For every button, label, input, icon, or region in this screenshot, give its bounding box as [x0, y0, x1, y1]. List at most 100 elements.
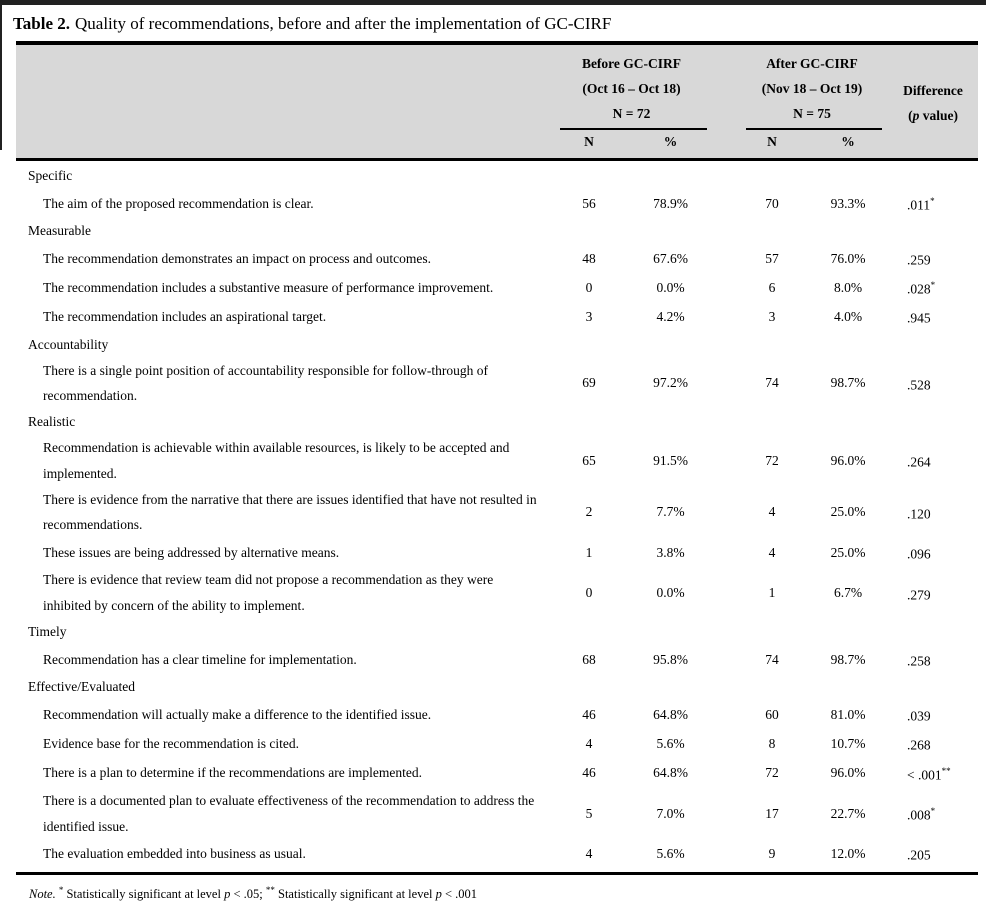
before-n-value: 4 [585, 735, 593, 751]
header-gap [713, 51, 736, 154]
before-group-title: Before GC-CIRF [581, 56, 682, 71]
p-value: < .001** [907, 765, 951, 783]
p-value: .528 [907, 377, 931, 393]
p-value: .120 [907, 506, 931, 522]
before-n-value: 0 [585, 279, 593, 295]
before-pct-value: 7.0% [656, 805, 685, 821]
row-label: The evaluation embedded into business as… [43, 846, 306, 862]
window-edge-top [0, 0, 986, 5]
row-label: There is a documented plan to evaluate e… [43, 792, 535, 834]
table-caption-text: Quality of recommendations, before and a… [75, 14, 612, 33]
section-row: Timely [16, 619, 978, 645]
after-group-n: N = 75 [793, 106, 831, 121]
before-group-rule [560, 128, 707, 130]
before-n-value: 65 [582, 452, 596, 468]
after-n-value: 74 [765, 375, 779, 391]
table-row: The recommendation demonstrates an impac… [16, 244, 978, 273]
p-value: .028* [907, 280, 936, 297]
table-row: There is evidence that review team did n… [16, 567, 978, 619]
before-pct-value: 64.8% [653, 706, 688, 722]
after-n-value: 72 [765, 765, 779, 781]
before-pct-value: 0.0% [656, 279, 685, 295]
after-n-value: 9 [768, 846, 776, 862]
before-n-value: 1 [585, 544, 593, 560]
after-n-value: 70 [765, 195, 779, 211]
row-label: There is evidence from the narrative tha… [43, 491, 537, 533]
after-col-pct: % [841, 134, 855, 149]
section-label: Accountability [28, 336, 109, 352]
table-row: There is a single point position of acco… [16, 358, 978, 410]
before-pct-value: 5.6% [656, 735, 685, 751]
before-col-n: N [584, 134, 594, 149]
after-n-value: 60 [765, 706, 779, 722]
p-value: .259 [907, 252, 931, 268]
before-n-value: 4 [585, 846, 593, 862]
row-label: Evidence base for the recommendation is … [43, 735, 300, 751]
results-table: Before GC-CIRF (Oct 16 – Oct 18) N = 72 … [16, 41, 978, 875]
table-footnote: Note. * Statistically significant at lev… [29, 884, 478, 901]
before-pct-value: 4.2% [656, 309, 685, 325]
difference-title: Difference [903, 82, 963, 98]
after-n-value: 57 [765, 250, 779, 266]
after-col-n: N [767, 134, 777, 149]
before-pct-value: 67.6% [653, 250, 688, 266]
before-pct-value: 7.7% [656, 504, 685, 520]
section-label: Effective/Evaluated [28, 679, 135, 695]
section-label: Measurable [28, 223, 91, 239]
after-n-value: 4 [768, 544, 776, 560]
section-row: Realistic [16, 409, 978, 435]
section-label: Timely [28, 624, 67, 640]
table-row: Recommendation is achievable within avai… [16, 435, 978, 487]
after-pct-value: 12.0% [830, 846, 866, 862]
before-group-dates: (Oct 16 – Oct 18) [582, 81, 681, 96]
before-subheader: N % [550, 130, 713, 154]
after-subheader: N % [736, 130, 888, 154]
table-row: There is a documented plan to evaluate e… [16, 788, 978, 840]
table-body: Specific The aim of the proposed recomme… [16, 161, 978, 875]
table-row: There is a plan to determine if the reco… [16, 759, 978, 788]
after-pct-value: 81.0% [830, 706, 866, 722]
table-number: Table 2. [13, 14, 71, 33]
after-pct-value: 10.7% [830, 735, 866, 751]
before-pct-value: 95.8% [653, 651, 688, 667]
significance-marker: * [930, 805, 936, 816]
p-value: .945 [907, 310, 931, 326]
after-group-title: After GC-CIRF [766, 56, 858, 71]
after-pct-value: 4.0% [833, 309, 863, 325]
before-pct-value: 0.0% [656, 585, 685, 601]
p-value: .279 [907, 587, 931, 603]
difference-subtitle: (p value) [908, 107, 958, 123]
after-n-value: 17 [765, 805, 779, 821]
note-label: Note. [29, 886, 56, 901]
significance-marker: ** [265, 884, 275, 895]
significance-marker: * [930, 195, 935, 206]
after-n-value: 74 [765, 651, 779, 667]
after-n-value: 4 [768, 504, 776, 520]
row-label: The aim of the proposed recommendation i… [43, 195, 314, 211]
before-n-value: 46 [582, 765, 596, 781]
p-value: .258 [907, 653, 931, 669]
section-row: Measurable [16, 218, 978, 244]
after-pct-value: 22.7% [830, 805, 866, 821]
after-group-rule [746, 128, 882, 130]
before-pct-value: 3.8% [656, 544, 685, 560]
table-row: There is evidence from the narrative tha… [16, 487, 978, 539]
before-pct-value: 91.5% [653, 452, 688, 468]
table-row: Recommendation has a clear timeline for … [16, 645, 978, 674]
row-label: The recommendation demonstrates an impac… [43, 250, 432, 266]
after-pct-value: 98.7% [830, 375, 866, 391]
before-n-value: 69 [582, 375, 596, 391]
before-n-value: 5 [585, 805, 593, 821]
table-row: The evaluation embedded into business as… [16, 839, 978, 868]
paper-page: Table 2. Quality of recommendations, befo… [0, 5, 986, 904]
row-label: There is a plan to determine if the reco… [43, 765, 422, 781]
section-row: Effective/Evaluated [16, 674, 978, 700]
before-pct-value: 97.2% [653, 375, 688, 391]
section-label: Specific [28, 168, 73, 183]
after-n-value: 3 [768, 309, 776, 325]
after-group-dates: (Nov 18 – Oct 19) [761, 81, 863, 96]
p-value: .205 [907, 847, 931, 863]
after-pct-value: 93.3% [830, 195, 866, 211]
after-pct-value: 98.7% [830, 651, 866, 667]
header-label-spacer [16, 51, 550, 154]
